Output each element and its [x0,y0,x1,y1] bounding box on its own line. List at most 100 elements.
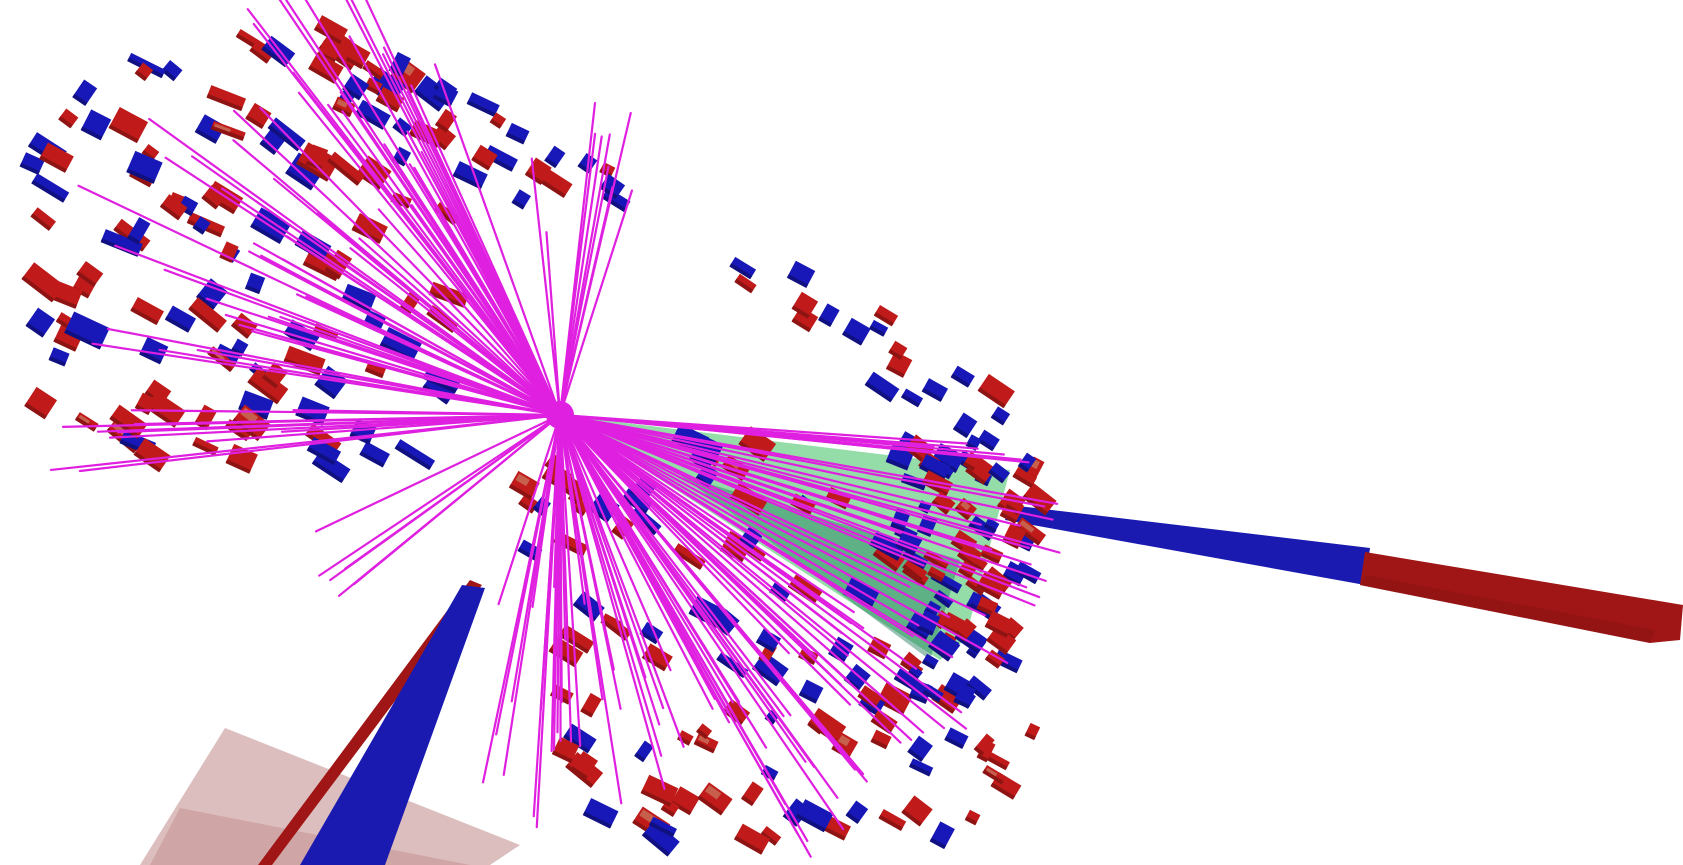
cell-face [922,653,939,669]
calorimeter-cell [511,189,531,210]
cell-edge [921,659,936,670]
cell-edge [48,294,77,309]
cell-edge [505,132,525,145]
calorimeter-cell [927,630,961,662]
cell-edge [285,169,314,191]
cell-edge [19,162,40,175]
particle-track [495,413,562,736]
cell-edge [164,316,191,333]
cell-face [729,256,757,279]
cell-edge [988,469,1005,484]
cell-edge [901,809,922,827]
cell-edge [696,728,709,740]
cell-face [769,582,791,601]
cell-edge [933,593,951,609]
cell-edge [976,605,995,616]
cell-highlight [1031,459,1041,470]
calorimeter-cell [902,557,928,582]
cell-edge [923,553,947,571]
calorimeter-cell [314,365,348,400]
calorimeter-cell [977,373,1015,409]
particle-track [158,348,562,417]
calorimeter-cell [139,336,169,365]
cell-edge [990,782,1015,800]
cell-edge [795,813,826,833]
cell-highlight [78,414,90,424]
cell-edge [471,156,491,171]
cell-face [734,273,757,293]
cell-edge [965,468,986,485]
cell-edge [30,213,52,231]
cell-edge [841,331,863,346]
calorimeter-cell [25,307,56,338]
cell-edge [413,89,442,112]
cell-edge [734,278,754,294]
calorimeter-cell [508,470,540,500]
cell-edge [786,274,809,289]
calorimeter-cell [740,781,764,807]
particle-track [530,157,562,417]
cell-edge [740,795,755,807]
cell-face [64,311,110,349]
cell-edge [927,643,951,662]
calorimeter-cell [188,297,227,333]
cell-edge [551,750,573,764]
particle-track [318,413,562,577]
particle-track [558,413,622,710]
cell-face [907,665,923,680]
calorimeter-cell [582,797,619,829]
cell-edge [768,588,788,602]
cell-face [965,675,992,700]
cell-edge [902,564,923,582]
calorimeter-cell [982,764,1007,785]
cell-edge [219,253,233,263]
cell-edge [962,461,975,472]
cell-edge [954,634,980,654]
calorimeter-cell [900,388,924,408]
cell-face [894,668,919,690]
cell-face [928,630,961,661]
calorimeter-cell [908,758,934,777]
particle-track [377,208,562,417]
cell-face [696,723,713,739]
calorimeter-cell [19,152,45,175]
calorimeter-cell [489,112,507,129]
calorimeter-cell [952,412,978,439]
cell-edge [895,542,916,557]
particle-track [558,413,1054,521]
cell-edge [249,47,269,64]
cell-highlight [960,500,971,511]
particle-track [49,413,562,472]
cell-face [621,488,653,514]
cell-edge [672,548,703,571]
cell-edge [965,580,984,596]
particle-track [558,413,1061,554]
cell-face [572,498,590,516]
cell-edge [394,445,432,471]
calorimeter-cell [285,152,325,191]
cell-edge [188,306,220,333]
calorimeter-cell [471,144,498,171]
cell-edge [511,199,525,210]
cell-face [583,797,619,828]
calorimeter-cell [326,151,365,186]
cell-edge [517,547,538,562]
cell-face [978,373,1015,408]
cell-edge [359,451,385,468]
cell-edge [24,402,47,420]
cell-face [977,429,1000,451]
right-bar-red-shade [1360,575,1655,643]
cell-face [734,823,771,854]
cell-edge [641,654,667,672]
calorimeter-cell [201,184,227,210]
cell-face [932,442,965,473]
calorimeter-cell [80,109,112,141]
calorimeter-cell [24,386,58,420]
cell-edge [452,172,483,190]
cell-face [127,217,151,244]
calorimeter-cell [795,799,834,833]
cell-face [944,727,969,749]
particle-track [410,84,562,417]
calorimeter-cell [247,366,289,405]
